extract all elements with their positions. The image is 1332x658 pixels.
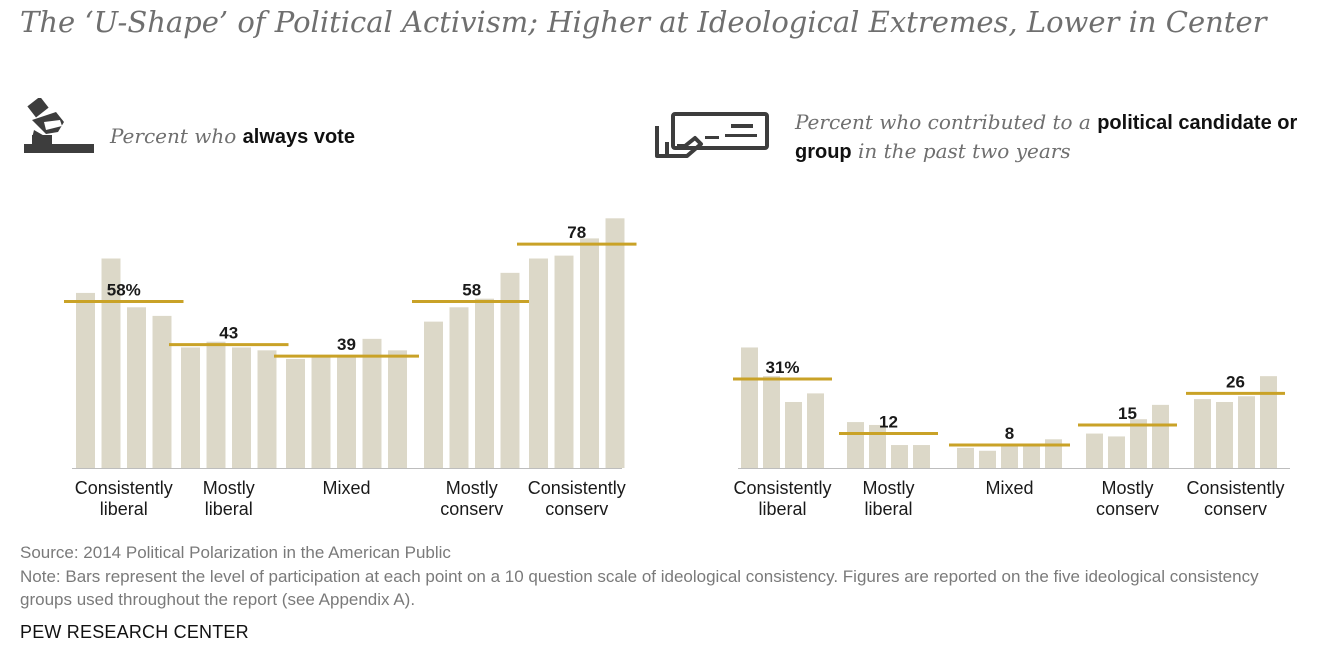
bar xyxy=(605,218,625,468)
category-label: Mostly xyxy=(862,478,914,498)
bar xyxy=(580,238,599,468)
category-label: Consistently xyxy=(733,478,831,498)
category-label: liberal xyxy=(758,499,806,519)
bar xyxy=(807,393,824,468)
always-vote-chart: 58%Consistentlyliberal43Mostlyliberal39M… xyxy=(64,218,637,519)
average-label: 39 xyxy=(337,335,356,354)
check-in-hand-icon xyxy=(655,112,769,158)
average-label: 58% xyxy=(107,281,141,300)
bar xyxy=(785,401,802,468)
bar xyxy=(286,358,305,468)
bar xyxy=(337,356,356,468)
category-label: Mostly xyxy=(1101,478,1153,498)
bar xyxy=(475,298,494,468)
bar xyxy=(529,258,548,468)
right-subtitle-post: in the past two years xyxy=(851,139,1071,163)
bar xyxy=(311,356,331,468)
bar xyxy=(1194,399,1211,468)
bar xyxy=(741,347,758,468)
bar xyxy=(1152,404,1169,468)
ballot-box-icon xyxy=(24,98,94,153)
category-label: conserv xyxy=(1096,499,1159,519)
bar xyxy=(232,347,251,468)
bar xyxy=(1023,445,1040,468)
left-subtitle-pre: Percent who xyxy=(110,124,243,148)
right-subtitle-pre: Percent who contributed to a xyxy=(795,110,1098,134)
bar xyxy=(388,350,407,468)
category-label: Mixed xyxy=(985,478,1033,498)
category-label: Mixed xyxy=(322,478,370,498)
left-subtitle-bold: always vote xyxy=(242,126,355,148)
bar xyxy=(181,347,200,468)
average-label: 12 xyxy=(879,413,898,432)
bar xyxy=(101,258,121,468)
category-label: Consistently xyxy=(75,478,173,498)
category-label: conserv xyxy=(440,499,503,519)
bar xyxy=(127,307,146,468)
bar xyxy=(979,450,996,468)
category-label: conserv xyxy=(1204,499,1267,519)
bar xyxy=(1001,445,1018,468)
category-label: Mostly xyxy=(446,478,498,498)
category-label: conserv xyxy=(545,499,608,519)
category-label: Consistently xyxy=(1186,478,1284,498)
bar xyxy=(1238,396,1255,468)
average-label: 26 xyxy=(1226,372,1245,391)
bar xyxy=(869,424,886,468)
bar xyxy=(763,376,780,468)
category-label: Consistently xyxy=(528,478,626,498)
bar xyxy=(913,445,930,468)
bar xyxy=(206,341,226,468)
bar xyxy=(1216,401,1233,468)
average-label: 15 xyxy=(1118,404,1137,423)
bar xyxy=(1130,419,1147,468)
average-label: 78 xyxy=(567,223,586,242)
average-label: 31% xyxy=(765,358,799,377)
bar xyxy=(76,292,95,468)
bar xyxy=(957,447,974,468)
category-label: Mostly xyxy=(203,478,255,498)
bar xyxy=(257,350,277,468)
category-label: liberal xyxy=(205,499,253,519)
left-panel-subtitle: Percent who always vote xyxy=(110,122,355,151)
average-label: 8 xyxy=(1005,424,1014,443)
bar xyxy=(847,422,864,468)
bar xyxy=(1260,376,1277,468)
chart-title: The ‘U-Shape’ of Political Activism; Hig… xyxy=(20,5,1267,39)
average-label: 58 xyxy=(462,281,481,300)
pew-logo-text: PEW RESEARCH CENTER xyxy=(20,622,249,642)
bar xyxy=(1108,436,1125,468)
source-note: Source: 2014 Political Polarization in t… xyxy=(20,543,451,562)
bar xyxy=(449,307,469,468)
bar xyxy=(500,272,520,468)
right-panel-subtitle: Percent who contributed to a political c… xyxy=(795,108,1325,166)
category-label: liberal xyxy=(864,499,912,519)
average-label: 43 xyxy=(219,324,238,343)
footnote: Note: Bars represent the level of partic… xyxy=(20,567,1259,609)
contribution-chart: 31%Consistentlyliberal12Mostlyliberal8Mi… xyxy=(733,347,1290,519)
bar xyxy=(891,445,908,468)
bar xyxy=(554,255,574,468)
right-subtitle-bold: political candidate or group xyxy=(795,112,1298,163)
bar xyxy=(1086,433,1103,468)
bar xyxy=(424,321,443,468)
bar xyxy=(362,338,382,468)
bar xyxy=(152,315,172,468)
category-label: liberal xyxy=(100,499,148,519)
